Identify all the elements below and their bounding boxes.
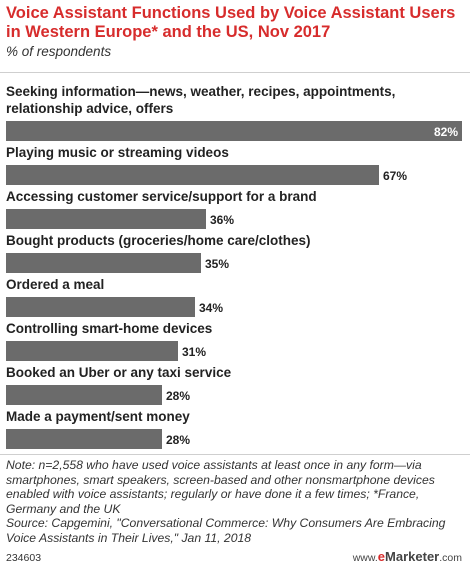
bar [6,429,162,449]
category-label: Playing music or streaming videos [6,145,229,160]
value-label: 28% [166,389,190,403]
source-text: Source: Capgemini, "Conversational Comme… [6,516,446,545]
bar [6,341,178,361]
chart-subtitle: % of respondents [6,44,112,59]
bar-chart: Seeking information—news, weather, recip… [6,84,462,449]
note-divider [0,454,470,455]
value-label: 36% [210,213,234,227]
value-label: 31% [182,345,206,359]
chart-title: Voice Assistant Functions Used by Voice … [6,4,456,41]
bar [6,121,462,141]
bar [6,297,195,317]
value-label: 67% [383,169,407,183]
bar [6,253,201,273]
bar [6,165,379,185]
category-label: Accessing customer service/support for a… [6,189,317,204]
value-label: 34% [199,301,223,315]
category-label: Controlling smart-home devices [6,321,212,336]
bar [6,385,162,405]
category-label: Booked an Uber or any taxi service [6,365,232,380]
chart-id: 234603 [6,552,42,564]
emarketer-logo: www.eMarketer.com [352,549,462,564]
value-label: 35% [205,257,229,271]
value-label: 28% [166,433,190,447]
category-label: Seeking information—news, weather, recip… [6,84,395,116]
note-text: Note: n=2,558 who have used voice assist… [6,458,435,516]
category-label: Made a payment/sent money [6,409,190,424]
category-label: Bought products (groceries/home care/clo… [6,233,311,248]
header-divider [0,72,470,73]
bar [6,209,206,229]
value-label: 82% [434,125,458,139]
category-label: Ordered a meal [6,277,104,292]
chart-note: Note: n=2,558 who have used voice assist… [6,458,462,545]
